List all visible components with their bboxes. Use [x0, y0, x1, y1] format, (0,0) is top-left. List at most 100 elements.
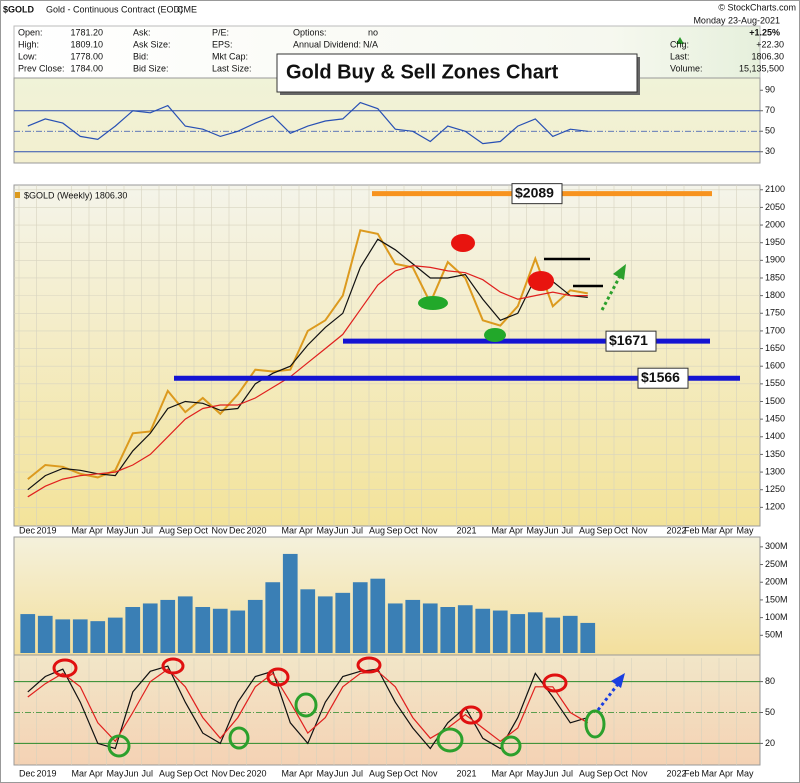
- x-tick-label: Feb: [684, 768, 700, 778]
- x-tick-label: Apr: [299, 768, 313, 778]
- price-panel: [13, 184, 761, 527]
- x-tick-label: Apr: [509, 768, 523, 778]
- x-tick-label: Sep: [387, 525, 403, 535]
- x-tick-label: Apr: [299, 525, 313, 535]
- level-label-box: [605, 330, 657, 352]
- x-tick-label: May: [317, 768, 335, 778]
- stoch-buy-circle: [436, 727, 464, 753]
- y-tick-label: 1400: [765, 431, 785, 441]
- header-text: Volume:: [670, 63, 703, 73]
- y-tick-label: 250M: [765, 559, 788, 569]
- series-line: [27, 229, 588, 480]
- y-tick-label: 1250: [765, 484, 785, 494]
- bar: [55, 619, 71, 653]
- stoch-sell-circle: [542, 673, 568, 693]
- bar: [160, 599, 176, 653]
- x-tick-label: Dec: [19, 768, 36, 778]
- bar: [457, 605, 473, 653]
- y-tick-label: 1500: [765, 396, 785, 406]
- x-tick-label: Jun: [124, 768, 139, 778]
- header-text: 1781.20: [70, 27, 103, 37]
- bar: [510, 614, 526, 653]
- x-tick-label: Apr: [719, 525, 733, 535]
- level-label: $2089: [515, 184, 554, 200]
- bar: [107, 617, 123, 653]
- x-tick-label: Nov: [212, 768, 229, 778]
- bar: [142, 603, 158, 653]
- x-tick-label: Aug: [579, 768, 595, 778]
- up-arrow: [676, 37, 684, 44]
- x-tick-label: Nov: [212, 525, 229, 535]
- x-tick-label: 2020: [247, 525, 267, 535]
- x-tick-label: Jul: [562, 525, 574, 535]
- sell-dot: [528, 271, 554, 291]
- y-tick-label: 200M: [765, 577, 788, 587]
- x-tick-label: Jul: [352, 525, 364, 535]
- header-text: High:: [18, 39, 39, 49]
- header-text: Bid Size:: [133, 63, 169, 73]
- bar: [125, 607, 141, 653]
- header-text: Low:: [18, 51, 37, 61]
- x-tick-label: May: [107, 525, 125, 535]
- price-label: $GOLD (Weekly) 1806.30: [24, 190, 127, 200]
- arrow-head: [613, 264, 626, 280]
- x-tick-label: Sep: [177, 768, 193, 778]
- y-tick-label: 70: [765, 105, 775, 115]
- header-text: Monday 23-Aug-2021: [693, 15, 780, 25]
- bar: [492, 610, 508, 653]
- x-tick-label: Jul: [142, 768, 154, 778]
- y-tick-label: 2000: [765, 219, 785, 229]
- bar: [335, 592, 351, 653]
- bar: [440, 607, 456, 653]
- header-text: 1778.00: [70, 51, 103, 61]
- y-tick-label: 150M: [765, 594, 788, 604]
- header-text: Open:: [18, 27, 43, 37]
- x-tick-label: Jun: [334, 525, 349, 535]
- header-text: +22.30: [756, 39, 784, 49]
- buy-dot: [484, 328, 506, 342]
- x-tick-label: Sep: [597, 768, 613, 778]
- x-tick-label: 2022: [667, 768, 687, 778]
- x-tick-label: Feb: [684, 525, 700, 535]
- chart-title: Gold Buy & Sell Zones Chart: [286, 61, 559, 83]
- header-text: 1809.10: [70, 39, 103, 49]
- x-tick-label: 2019: [37, 525, 57, 535]
- stoch-sell-circle: [459, 705, 483, 725]
- x-tick-label: Oct: [194, 525, 209, 535]
- y-tick-label: 1800: [765, 290, 785, 300]
- y-tick-label: 1700: [765, 325, 785, 335]
- title-box: [276, 53, 638, 93]
- bar: [72, 619, 88, 653]
- header-text: Last Size:: [212, 63, 252, 73]
- x-tick-label: Jul: [352, 768, 364, 778]
- level-label: $1671: [609, 332, 648, 348]
- x-tick-label: May: [737, 525, 755, 535]
- y-tick-label: 1750: [765, 308, 785, 318]
- legend-swatch: [15, 192, 20, 198]
- x-tick-label: Mar: [72, 768, 88, 778]
- header-text: Prev Close:: [18, 63, 65, 73]
- x-tick-label: Sep: [597, 525, 613, 535]
- bar: [177, 596, 193, 653]
- x-tick-label: Mar: [282, 525, 298, 535]
- x-tick-label: Oct: [194, 768, 209, 778]
- y-tick-label: 50: [765, 126, 775, 136]
- bar: [212, 608, 228, 653]
- x-tick-label: 2021: [457, 525, 477, 535]
- y-tick-label: 1350: [765, 449, 785, 459]
- stoch-buy-circle: [294, 692, 318, 718]
- sell-dot: [451, 234, 475, 252]
- arrow: [600, 275, 622, 311]
- y-tick-label: 1550: [765, 378, 785, 388]
- x-tick-label: Apr: [89, 525, 103, 535]
- x-tick-label: Nov: [632, 768, 649, 778]
- x-tick-label: Apr: [89, 768, 103, 778]
- bar: [90, 621, 106, 653]
- y-tick-label: 2100: [765, 184, 785, 194]
- y-tick-label: 1450: [765, 414, 785, 424]
- bar: [387, 603, 403, 653]
- stoch-buy-circle: [500, 735, 522, 757]
- header-text: Last:: [670, 51, 690, 61]
- level-label-box: [637, 367, 689, 389]
- y-tick-label: 2050: [765, 202, 785, 212]
